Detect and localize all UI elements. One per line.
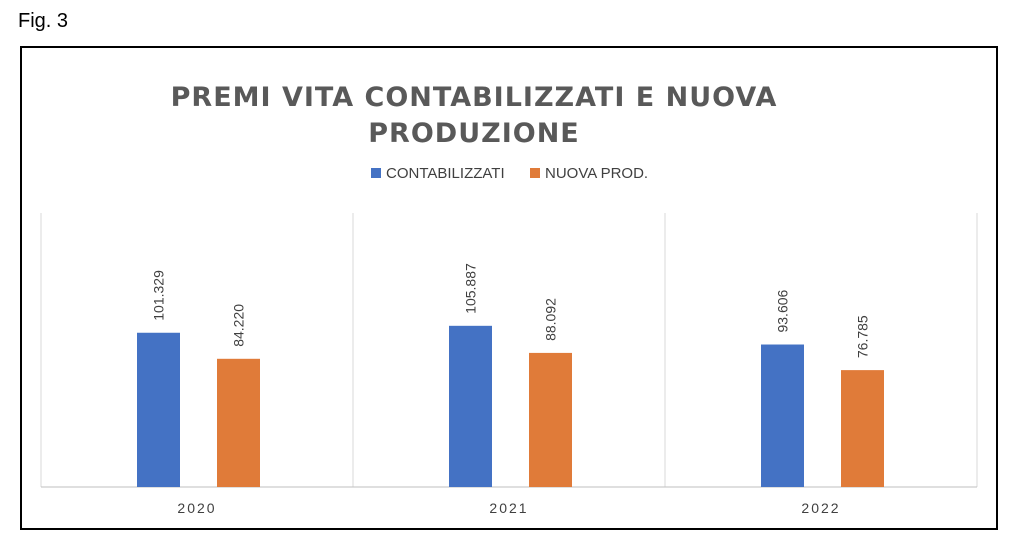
bar-nuova-prod-2020 <box>217 358 260 487</box>
data-label: 88.092 <box>543 298 559 341</box>
bar-contabilizzati-2021 <box>449 325 492 487</box>
data-label: 105.887 <box>463 263 479 314</box>
chart-title-line-1: PREMI VITA CONTABILIZZATI E NUOVA <box>171 82 778 113</box>
legend: CONTABILIZZATI NUOVA PROD. <box>371 165 648 182</box>
bar-nuova-prod-2021 <box>529 352 572 487</box>
legend-label-nuova-prod: NUOVA PROD. <box>545 165 648 182</box>
x-tick-label: 2021 <box>489 500 528 516</box>
plot-area: 101.329 84.220 2020 105.887 88.092 2021 93.606… <box>40 213 978 516</box>
x-tick-label: 2020 <box>177 500 216 516</box>
chart-title-line-2: PRODUZIONE <box>368 118 580 149</box>
data-label: 84.220 <box>231 304 247 347</box>
chart-frame <box>20 46 998 530</box>
bar-contabilizzati-2020 <box>137 332 180 487</box>
legend-swatch-nuova-prod <box>530 168 540 178</box>
data-label: 101.329 <box>151 270 167 321</box>
figure-label: Fig. 3 <box>18 10 69 32</box>
legend-label-contabilizzati: CONTABILIZZATI <box>386 165 505 182</box>
data-label: 93.606 <box>775 289 791 332</box>
data-label: 76.785 <box>855 315 871 358</box>
legend-swatch-contabilizzati <box>371 168 381 178</box>
bar-contabilizzati-2022 <box>761 344 804 487</box>
bar-nuova-prod-2022 <box>841 370 884 487</box>
x-tick-label: 2022 <box>801 500 840 516</box>
